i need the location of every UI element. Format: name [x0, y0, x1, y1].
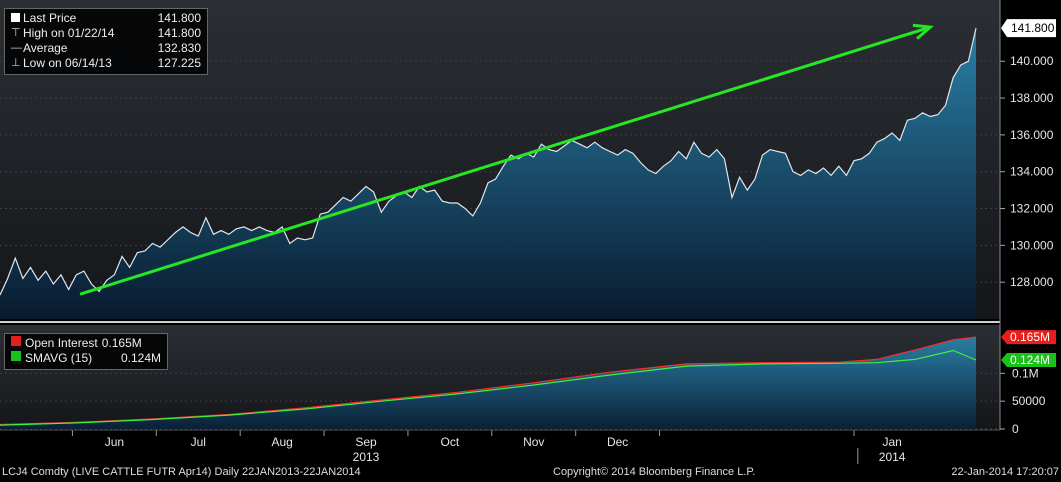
last-value-tag-label: 0.165M [1010, 330, 1050, 344]
footer-right: 22-Jan-2014 17:20:07 [951, 466, 1059, 478]
low-marker-icon: ⊥ [11, 57, 21, 69]
last-price-tag [1001, 19, 1056, 38]
legend-value: 0.165M [101, 336, 142, 350]
price-legend: Last Price 141.800 ⊤ High on 01/22/14 14… [4, 8, 208, 75]
legend-row-smavg: SMAVG (15) 0.124M [11, 351, 161, 366]
x-tick-label: Oct [441, 435, 460, 449]
last-value-tag-label: 0.124M [1010, 353, 1050, 367]
y-tick-label: 0 [1012, 422, 1019, 436]
x-tick-label: Dec [607, 435, 628, 449]
legend-value: 132.830 [157, 41, 201, 55]
volume-legend: Open Interest 0.165M SMAVG (15) 0.124M [4, 333, 169, 370]
last-value-tag [1001, 330, 1056, 345]
x-tick-label: Aug [271, 435, 292, 449]
y-tick-label: 130.000 [1010, 238, 1054, 252]
legend-glyph-last-price [11, 11, 23, 26]
legend-row-last-price: Last Price 141.800 [11, 11, 201, 26]
legend-label: Open Interest [25, 336, 98, 350]
legend-label: High on 01/22/14 [23, 26, 115, 40]
open-interest-swatch [11, 336, 21, 346]
smavg-line [0, 349, 977, 426]
legend-value: 0.124M [121, 351, 162, 365]
legend-row-open-interest: Open Interest 0.165M [11, 336, 161, 351]
last-value-tag [1001, 352, 1056, 367]
trend-arrow-head [912, 23, 934, 40]
high-marker-icon: ⊤ [11, 27, 21, 39]
y-tick-label: 136.000 [1010, 128, 1054, 142]
y-tick-label: 50000 [1012, 394, 1046, 408]
x-tick-label: Jan [882, 435, 901, 449]
legend-value: 127.225 [157, 56, 201, 70]
legend-row-low: ⊥ Low on 06/14/13 127.225 [11, 56, 201, 71]
smavg-swatch [11, 351, 21, 361]
x-tick-label: Nov [523, 435, 544, 449]
legend-row-high: ⊤ High on 01/22/14 141.800 [11, 26, 201, 41]
y-tick-label: 0.1M [1012, 366, 1039, 380]
legend-label: Last Price [23, 11, 77, 25]
y-tick-label: 132.000 [1010, 202, 1054, 216]
y-tick-label: 140.000 [1010, 54, 1054, 68]
footer-left: LCJ4 Comdty (LIVE CATTLE FUTR Apr14) Dai… [2, 466, 361, 478]
y-tick-label: 128.000 [1010, 275, 1054, 289]
x-tick-label: Sep [355, 435, 377, 449]
x-year-label: 2013 [353, 450, 380, 464]
x-tick-label: Jun [105, 435, 124, 449]
trend-arrow-line [79, 25, 931, 296]
footer-center: Copyright© 2014 Bloomberg Finance L.P. [553, 466, 756, 478]
x-year-label: 2014 [879, 450, 906, 464]
legend-label: SMAVG (15) [25, 351, 93, 365]
y-tick-label: 134.000 [1010, 165, 1054, 179]
last-price-tag-label: 141.800 [1011, 21, 1055, 35]
legend-value: 141.800 [157, 26, 201, 40]
legend-row-average: — Average 132.830 [11, 41, 201, 56]
open-interest-area [0, 337, 976, 429]
price-area [0, 28, 976, 319]
average-marker-icon: — [11, 42, 22, 54]
y-tick-label: 138.000 [1010, 91, 1054, 105]
legend-label: Average [23, 41, 68, 55]
x-tick-label: Jul [191, 435, 206, 449]
legend-label: Low on 06/14/13 [23, 56, 112, 70]
legend-value: 141.800 [157, 11, 201, 25]
price-line [0, 27, 977, 296]
